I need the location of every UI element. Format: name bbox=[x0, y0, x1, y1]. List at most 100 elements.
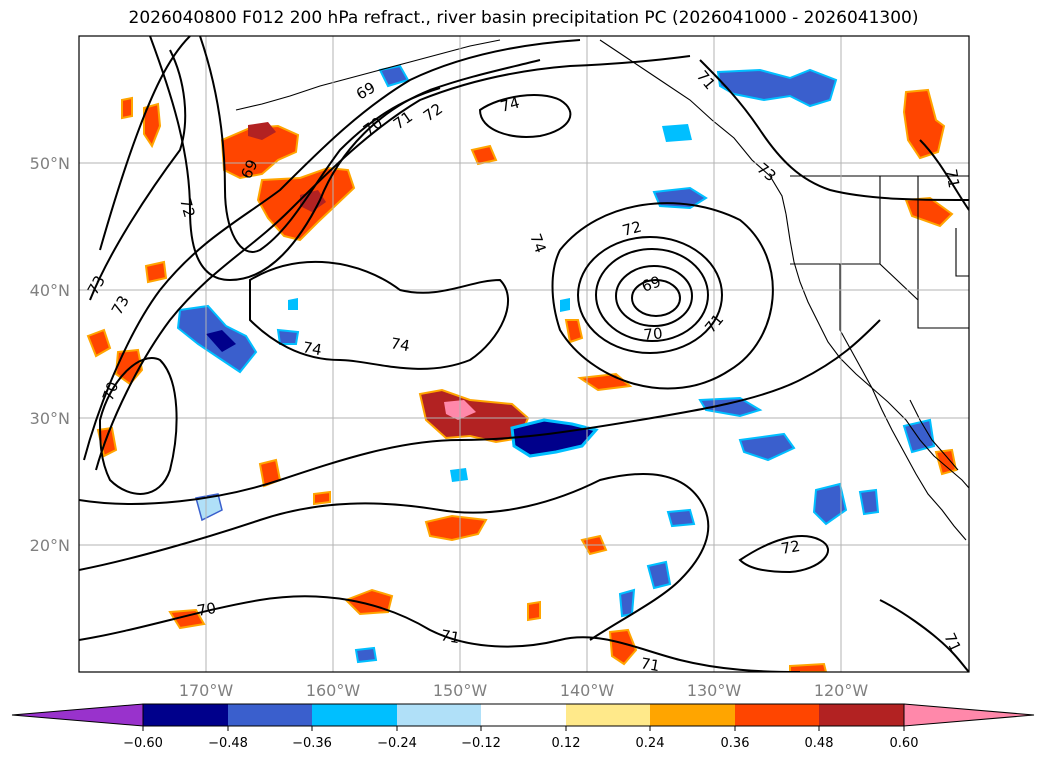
colorbar-tick-label: −0.60 bbox=[123, 736, 163, 751]
colorbar: −0.60 −0.48 −0.36 −0.24 −0.12 0.12 0.24 … bbox=[11, 703, 1035, 751]
contour-label: 71 bbox=[693, 67, 719, 93]
colorbar-tick-labels: −0.60 −0.48 −0.36 −0.24 −0.12 0.12 0.24 … bbox=[123, 736, 918, 751]
anomaly-patch bbox=[354, 646, 378, 664]
graticule bbox=[79, 36, 969, 672]
state-border bbox=[955, 228, 969, 277]
map-title: 2026040800 F012 200 hPa refract., river … bbox=[128, 8, 919, 28]
precip-positive-anomalies bbox=[86, 88, 958, 672]
anomaly-patch bbox=[300, 190, 326, 212]
anomaly-patch bbox=[646, 560, 672, 590]
anomaly-patch bbox=[716, 68, 838, 108]
us-west-coast bbox=[785, 213, 969, 489]
anomaly-patch bbox=[206, 330, 236, 352]
coastlines bbox=[235, 39, 969, 541]
lon-label: 170°W bbox=[179, 681, 234, 700]
contour-line bbox=[149, 36, 541, 282]
contour-label: 72 bbox=[176, 196, 198, 219]
anomaly-patch bbox=[618, 588, 636, 618]
anomaly-patch bbox=[738, 432, 796, 462]
contour-line bbox=[89, 49, 187, 301]
anomaly-patch bbox=[812, 482, 848, 526]
contour-line bbox=[79, 319, 881, 505]
contour-label: 74 bbox=[301, 338, 323, 359]
anomaly-patch bbox=[904, 196, 954, 228]
colorbar-tick-label: 0.36 bbox=[721, 736, 750, 751]
anomaly-patch bbox=[789, 662, 828, 672]
contour-label: 74 bbox=[526, 231, 549, 255]
contour-label: 72 bbox=[620, 218, 643, 240]
contour-line bbox=[738, 535, 829, 574]
colorbar-tick-label: 0.48 bbox=[805, 736, 834, 751]
precip-negative-anomalies bbox=[176, 64, 936, 664]
lon-label: 140°W bbox=[560, 681, 615, 700]
colorbar-tick-label: −0.36 bbox=[292, 736, 332, 751]
contour-label: 69 bbox=[353, 78, 379, 103]
contour-label: 71 bbox=[639, 654, 661, 675]
contour-label: 70 bbox=[99, 379, 122, 403]
contour-label: 71 bbox=[439, 626, 461, 647]
contour-line bbox=[631, 279, 681, 317]
contour-labels: 69 70 71 72 74 72 69 72 73 73 70 74 74 7… bbox=[84, 67, 965, 675]
anomaly-patch bbox=[86, 328, 112, 358]
contour-line bbox=[98, 357, 178, 495]
colorbar-tick-label: 0.24 bbox=[636, 736, 665, 751]
contour-label: 74 bbox=[389, 334, 411, 355]
colorbar-bin bbox=[397, 704, 481, 726]
contour-line bbox=[79, 595, 801, 672]
colorbar-tick-label: 0.12 bbox=[552, 736, 581, 751]
anomaly-patch bbox=[564, 319, 584, 344]
contour-line bbox=[95, 55, 691, 471]
gulf-of-california-coast bbox=[909, 399, 959, 471]
lon-label: 130°W bbox=[687, 681, 742, 700]
contour-line bbox=[551, 202, 774, 390]
anomaly-patch bbox=[288, 298, 298, 310]
refractivity-contours bbox=[79, 36, 969, 672]
colorbar-extend-low bbox=[11, 703, 144, 727]
anomaly-patch bbox=[258, 458, 282, 488]
contour-label: 71 bbox=[942, 168, 963, 190]
anomaly-patch bbox=[450, 468, 468, 482]
contour-label: 72 bbox=[420, 100, 446, 126]
lat-label: 30°N bbox=[30, 409, 70, 428]
colorbar-tick-label: −0.24 bbox=[377, 736, 417, 751]
alaska-panhandle-coast bbox=[599, 39, 787, 215]
contour-line bbox=[99, 36, 191, 251]
alaska-peninsula-coast bbox=[235, 39, 501, 111]
contour-line bbox=[919, 139, 969, 211]
colorbar-bin bbox=[481, 704, 566, 726]
colorbar-bin bbox=[735, 704, 819, 726]
colorbar-bin bbox=[566, 704, 650, 726]
contour-label: 73 bbox=[108, 292, 133, 318]
colorbar-bin bbox=[819, 704, 904, 726]
latitude-labels: 50°N 40°N 30°N 20°N bbox=[30, 154, 70, 555]
lat-label: 20°N bbox=[30, 536, 70, 555]
contour-line bbox=[615, 265, 693, 327]
contour-label: 71 bbox=[940, 630, 964, 655]
contour-label: 70 bbox=[196, 599, 218, 620]
anomaly-patch bbox=[313, 490, 331, 506]
contour-line bbox=[83, 39, 581, 461]
state-border bbox=[839, 264, 873, 389]
colorbar-tick-label: −0.12 bbox=[461, 736, 501, 751]
anomaly-patch bbox=[902, 88, 946, 160]
lat-label: 50°N bbox=[30, 154, 70, 173]
contour-label: 72 bbox=[780, 537, 802, 558]
anomaly-patch bbox=[608, 628, 638, 666]
anomaly-patch bbox=[560, 298, 570, 312]
contour-label: 69 bbox=[639, 272, 663, 295]
contour-line bbox=[699, 59, 969, 201]
colorbar-bin bbox=[312, 704, 397, 726]
anomaly-patch bbox=[344, 588, 394, 616]
anomaly-patch bbox=[510, 418, 599, 458]
contour-line bbox=[249, 260, 510, 370]
colorbar-bin bbox=[143, 704, 228, 726]
lon-label: 150°W bbox=[433, 681, 488, 700]
contour-line bbox=[199, 36, 441, 253]
anomaly-patch bbox=[195, 493, 223, 522]
colorbar-extend-high bbox=[903, 703, 1035, 727]
contour-line bbox=[595, 248, 709, 342]
contour-line bbox=[478, 94, 572, 138]
baja-california-coast bbox=[871, 387, 967, 541]
contour-label: 71 bbox=[390, 108, 416, 134]
lon-label: 160°W bbox=[306, 681, 361, 700]
